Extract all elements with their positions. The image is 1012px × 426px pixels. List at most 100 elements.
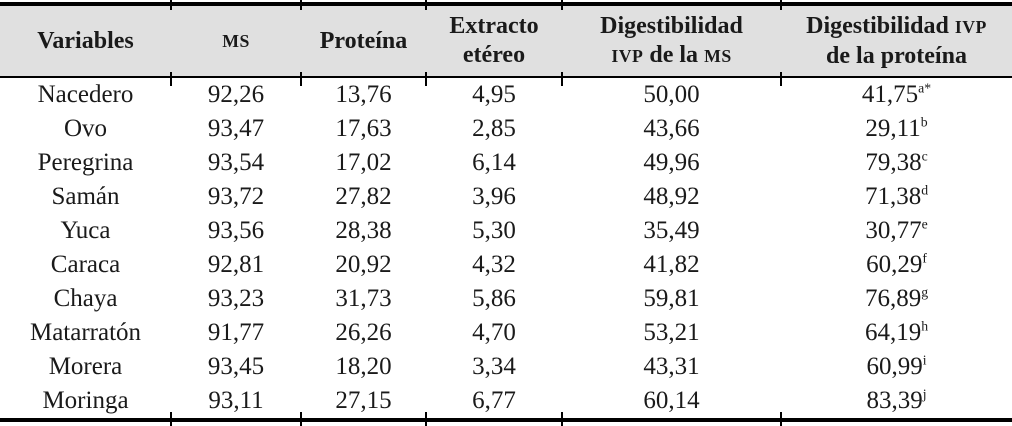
cell-dig_prot: 30,77e [781,214,1012,248]
column-boundary-tick [425,412,427,426]
cell-ms: 93,11 [171,384,301,418]
cell-value: 41,75 [861,81,919,108]
cell-variable: Caraca [0,248,171,282]
cell-value: Peregrina [37,149,134,176]
cell-ms: 92,81 [171,248,301,282]
cell-extracto: 3,96 [426,180,562,214]
cell-value: 93,72 [207,183,265,210]
cell-ms: 93,23 [171,282,301,316]
cell-dig_prot: 60,99i [781,350,1012,384]
header-text: Variables [37,27,134,54]
header-text: Digestibilidad [600,12,743,39]
cell-value: 31,73 [335,285,392,312]
cell-proteina: 27,15 [301,384,426,418]
cell-value: 43,66 [643,115,700,142]
column-header-line: Extracto [449,12,538,41]
cell-value: 13,76 [335,81,392,108]
cell-value: 26,26 [335,319,392,346]
cell-dig_ms: 48,92 [562,180,781,214]
cell-value: 83,39 [866,387,923,414]
table-row: Moringa 93,11 27,15 6,77 60,14 83,39j [0,384,1012,418]
cell-value: 27,82 [335,183,392,210]
table-row: Yuca 93,56 28,38 5,30 35,49 30,77e [0,214,1012,248]
cell-ms: 92,26 [171,78,301,112]
column-header-line: Variables [37,27,133,56]
cell-value: 93,23 [207,285,265,312]
cell-value: 28,38 [335,217,392,244]
column-header-line: Proteína [320,27,408,56]
cell-value: 64,19 [864,319,922,346]
cell-value: 43,31 [643,353,700,380]
cell-value: Moringa [42,387,129,414]
cell-ms: 93,54 [171,146,301,180]
cell-dig_ms: 59,81 [562,282,781,316]
column-header-proteina: Proteína [301,6,426,76]
cell-value: 20,92 [335,251,392,278]
column-header-extracto: Extracto etéreo [426,6,562,76]
cell-variable: Ovo [0,112,171,146]
cell-value: 17,63 [335,115,392,142]
cell-dig_prot: 64,19h [781,316,1012,350]
cell-extracto: 5,30 [426,214,562,248]
table-row: Nacedero 92,26 13,76 4,95 50,00 41,75a* [0,78,1012,112]
table-row: Chaya 93,23 31,73 5,86 59,81 76,89g [0,282,1012,316]
column-header-dig_prot: Digestibilidad IVP de la proteína [781,6,1012,76]
column-boundary-tick [300,0,302,10]
cell-value: 91,77 [207,319,265,346]
cell-value: 53,21 [643,319,700,346]
cell-value: 79,38 [865,149,922,176]
cell-value: 2,85 [472,115,516,142]
cell-extracto: 3,34 [426,350,562,384]
cell-dig_ms: 35,49 [562,214,781,248]
header-text: Digestibilidad [806,12,955,39]
cell-value: Matarratón [29,319,142,346]
cell-value: 41,82 [643,251,700,278]
table-row: Samán 93,72 27,82 3,96 48,92 71,38d [0,180,1012,214]
cell-ms: 93,72 [171,180,301,214]
cell-value: 92,26 [207,81,265,108]
cell-ms: 91,77 [171,316,301,350]
column-header-line: Digestibilidad [600,12,743,41]
column-boundary-tick [780,412,782,426]
cell-value: Nacedero [37,81,134,108]
cell-variable: Peregrina [0,146,171,180]
significance-superscript: b [920,114,928,130]
column-boundary-tick [300,412,302,426]
cell-proteina: 20,92 [301,248,426,282]
cell-variable: Nacedero [0,78,171,112]
cell-value: 93,56 [207,217,265,244]
significance-superscript: e [921,216,928,232]
header-text: de la [643,41,705,68]
significance-superscript: f [922,250,927,266]
column-boundary-tick [170,0,172,10]
cell-proteina: 26,26 [301,316,426,350]
column-boundary-tick [561,412,563,426]
cell-value: 49,96 [643,149,700,176]
cell-value: 18,20 [335,353,392,380]
column-header-dig_ms: Digestibilidad IVP de la MS [562,6,781,76]
cell-value: Caraca [50,251,121,278]
cell-ms: 93,45 [171,350,301,384]
cell-ms: 93,56 [171,214,301,248]
cell-dig_ms: 60,14 [562,384,781,418]
cell-dig_ms: 49,96 [562,146,781,180]
cell-value: 4,70 [472,319,516,346]
column-header-variable: Variables [0,6,171,76]
cell-value: 6,77 [472,387,516,414]
cell-value: 3,96 [472,183,516,210]
cell-dig_prot: 71,38d [781,180,1012,214]
cell-proteina: 17,63 [301,112,426,146]
column-boundary-tick [780,72,782,86]
cell-value: 60,29 [866,251,923,278]
cell-extracto: 4,32 [426,248,562,282]
cell-dig_prot: 79,38c [781,146,1012,180]
cell-value: 93,47 [207,115,265,142]
cell-dig_prot: 76,89g [781,282,1012,316]
column-boundary-tick [780,0,782,10]
table-header-row: Variables MS Proteína Extracto etéreo Digesti… [0,2,1012,78]
header-text: etéreo [462,42,526,68]
cell-value: 92,81 [207,251,265,278]
column-header-line: etéreo [463,41,525,70]
cell-variable: Yuca [0,214,171,248]
